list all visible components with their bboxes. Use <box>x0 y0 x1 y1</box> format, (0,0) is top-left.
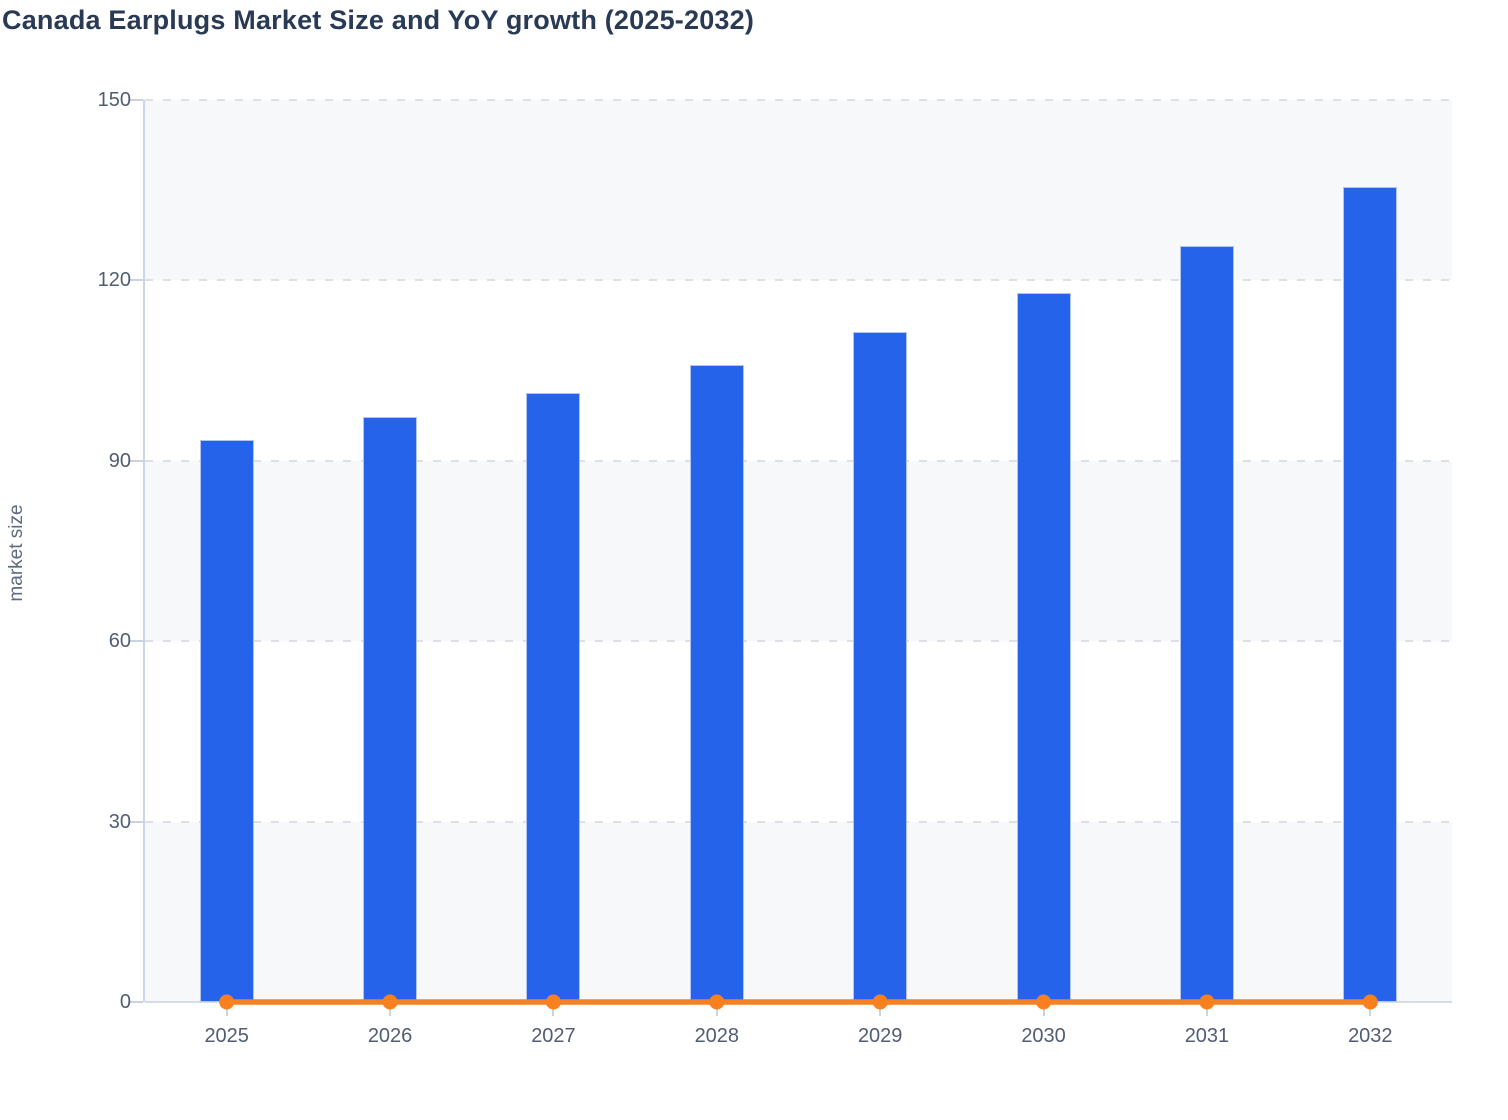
x-tick-label-2026: 2026 <box>367 1025 413 1047</box>
y-tick-90 <box>130 459 143 462</box>
y-tick-30 <box>130 820 143 823</box>
y-tick-label-0: 0 <box>119 991 131 1013</box>
x-tick-label-2028: 2028 <box>694 1025 740 1047</box>
y-tick-label-120: 120 <box>97 269 131 292</box>
bar-2025[interactable] <box>199 440 254 1002</box>
y-tick-0 <box>130 1001 143 1003</box>
gridline-120 <box>145 279 1452 282</box>
y-axis-line <box>143 100 145 1002</box>
gridline-60 <box>145 640 1452 643</box>
plot-band <box>145 100 1452 281</box>
yoy-marker-2026[interactable] <box>382 994 398 1010</box>
yoy-marker-2025[interactable] <box>219 994 235 1010</box>
x-tick-label-2032: 2032 <box>1348 1025 1393 1047</box>
gridline-150 <box>145 99 1452 101</box>
y-tick-120 <box>130 279 143 282</box>
yoy-marker-2032[interactable] <box>1362 994 1378 1010</box>
yoy-marker-2031[interactable] <box>1199 994 1215 1010</box>
y-tick-label-150: 150 <box>97 89 131 111</box>
bar-2030[interactable] <box>1016 293 1071 1002</box>
x-tick-label-2027: 2027 <box>531 1025 576 1047</box>
y-axis-title: market size <box>6 504 27 602</box>
chart-title: Canada Earplugs Market Size and YoY grow… <box>2 5 755 35</box>
x-tick-label-2025: 2025 <box>204 1025 249 1047</box>
y-tick-label-30: 30 <box>108 810 131 833</box>
bar-2029[interactable] <box>853 332 908 1002</box>
bar-2027[interactable] <box>526 392 581 1002</box>
x-tick-label-2029: 2029 <box>857 1025 903 1047</box>
yoy-growth-line-layer <box>219 994 1378 1010</box>
bar-2026[interactable] <box>363 416 418 1002</box>
yoy-marker-2027[interactable] <box>545 994 561 1010</box>
yoy-marker-2030[interactable] <box>1036 994 1052 1010</box>
yoy-marker-2028[interactable] <box>709 994 725 1010</box>
y-tick-label-60: 60 <box>108 630 131 653</box>
y-tick-60 <box>130 640 143 643</box>
x-tick-label-2031: 2031 <box>1184 1025 1230 1047</box>
y-tick-150 <box>130 99 143 101</box>
y-tick-label-90: 90 <box>108 449 131 472</box>
bar-2032[interactable] <box>1343 187 1398 1002</box>
gridline-90 <box>145 459 1452 462</box>
bar-2028[interactable] <box>689 365 744 1002</box>
yoy-marker-2029[interactable] <box>872 994 888 1010</box>
x-tick-label-2030: 2030 <box>1021 1025 1066 1047</box>
bar-2031[interactable] <box>1179 245 1234 1002</box>
gridline-30 <box>145 820 1452 823</box>
plot-band <box>145 460 1452 642</box>
plot-band <box>145 821 1452 1002</box>
